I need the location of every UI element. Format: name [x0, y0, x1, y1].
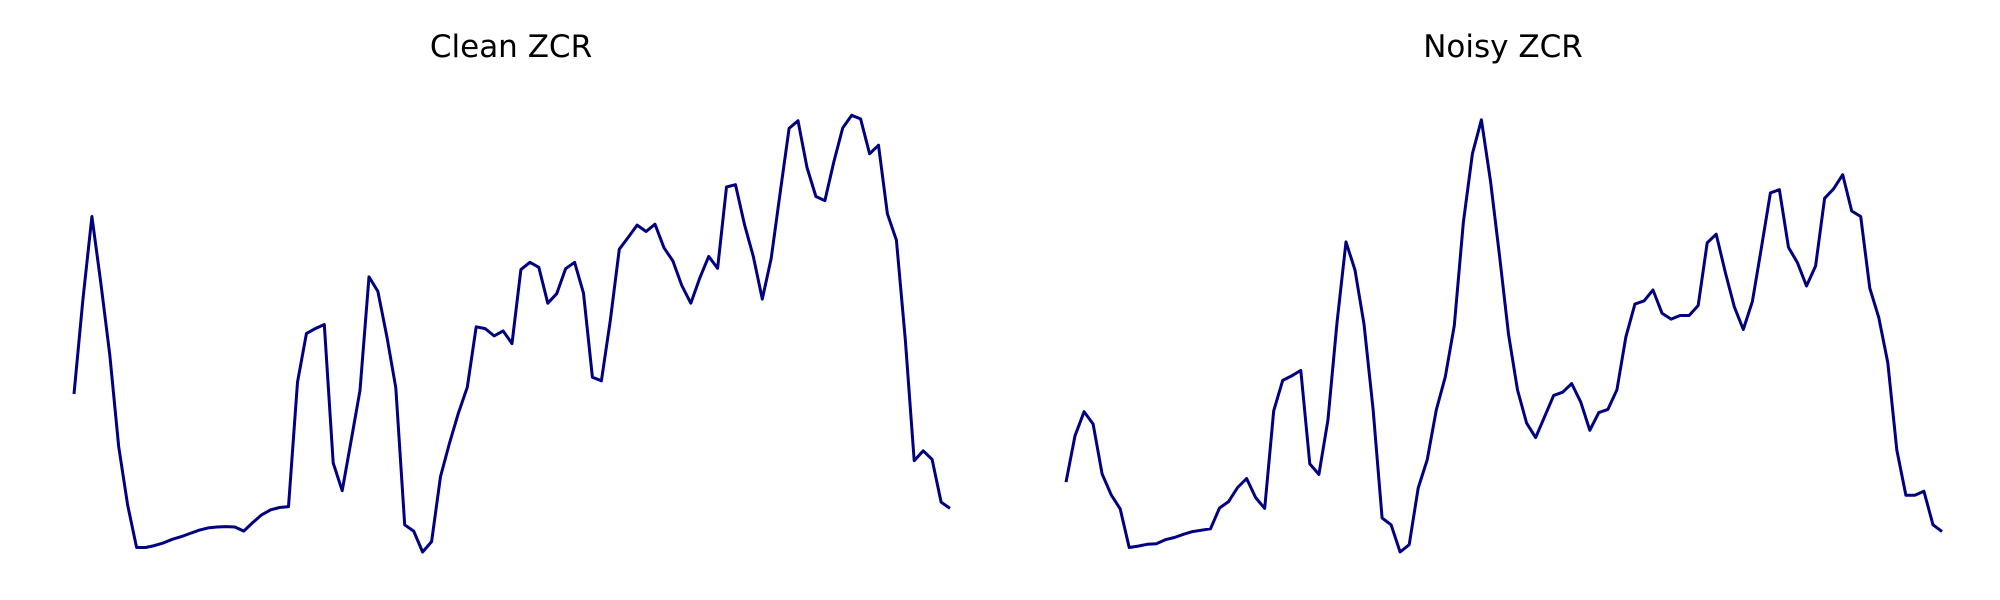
- chart-title: Noisy ZCR: [1423, 29, 1583, 65]
- chart-title: Clean ZCR: [430, 29, 592, 65]
- data-line-clean-zcr: [72, 113, 951, 554]
- data-line-noisy-zcr: [1064, 118, 1943, 554]
- right-chart: Noisy ZCR: [1064, 29, 1943, 554]
- left-chart: Clean ZCR: [72, 29, 951, 554]
